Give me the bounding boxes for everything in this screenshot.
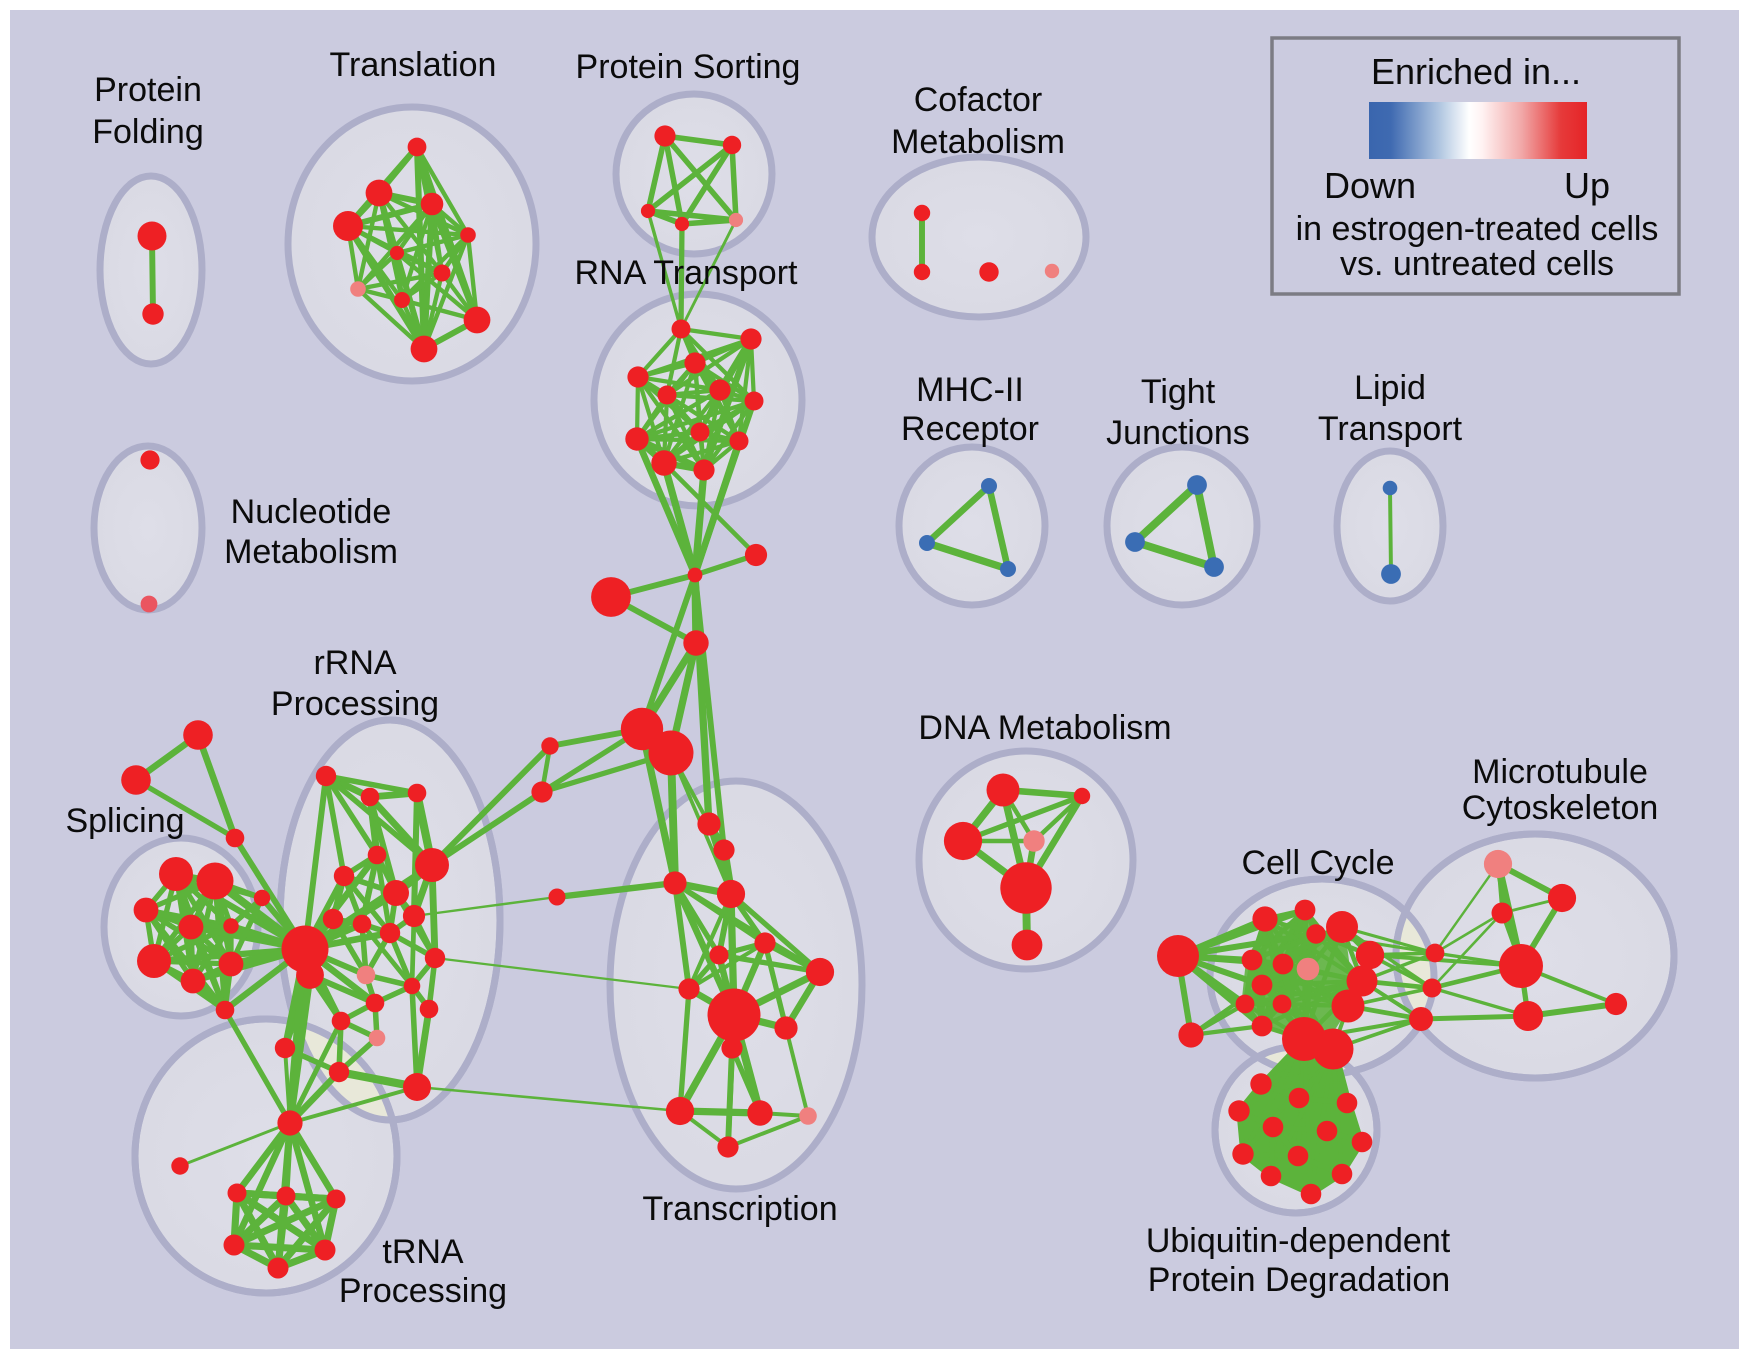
svg-text:Protein Sorting: Protein Sorting — [576, 48, 801, 86]
svg-text:Protein: Protein — [94, 71, 202, 109]
svg-text:Tight: Tight — [1141, 373, 1216, 411]
svg-text:Nucleotide: Nucleotide — [231, 493, 392, 531]
svg-text:Down: Down — [1324, 165, 1416, 206]
svg-text:MHC-II: MHC-II — [916, 371, 1024, 409]
svg-text:Enriched in...: Enriched in... — [1371, 51, 1581, 92]
svg-text:Ubiquitin-dependent: Ubiquitin-dependent — [1146, 1222, 1451, 1260]
svg-text:rRNA: rRNA — [313, 644, 396, 682]
svg-text:tRNA: tRNA — [382, 1233, 464, 1271]
svg-text:Folding: Folding — [92, 113, 204, 151]
svg-text:Translation: Translation — [330, 46, 497, 84]
svg-text:vs. untreated cells: vs. untreated cells — [1340, 245, 1614, 283]
svg-text:Up: Up — [1564, 165, 1610, 206]
svg-text:DNA Metabolism: DNA Metabolism — [918, 709, 1171, 747]
svg-text:Microtubule: Microtubule — [1472, 753, 1648, 791]
svg-text:Transcription: Transcription — [642, 1190, 837, 1228]
svg-text:Processing: Processing — [271, 685, 439, 723]
svg-text:Processing: Processing — [339, 1272, 507, 1310]
svg-text:in estrogen-treated cells: in estrogen-treated cells — [1296, 210, 1659, 248]
svg-text:Metabolism: Metabolism — [224, 533, 398, 571]
svg-text:Metabolism: Metabolism — [891, 123, 1065, 161]
svg-text:Cell Cycle: Cell Cycle — [1241, 844, 1394, 882]
svg-text:Cofactor: Cofactor — [914, 81, 1043, 119]
svg-text:Transport: Transport — [1318, 410, 1463, 448]
svg-text:Lipid: Lipid — [1354, 369, 1426, 407]
svg-text:Protein Degradation: Protein Degradation — [1148, 1261, 1450, 1299]
svg-text:Junctions: Junctions — [1106, 414, 1250, 452]
svg-text:RNA Transport: RNA Transport — [575, 254, 799, 292]
svg-text:Cytoskeleton: Cytoskeleton — [1462, 789, 1659, 827]
svg-text:Receptor: Receptor — [901, 410, 1039, 448]
svg-text:Splicing: Splicing — [65, 802, 184, 840]
